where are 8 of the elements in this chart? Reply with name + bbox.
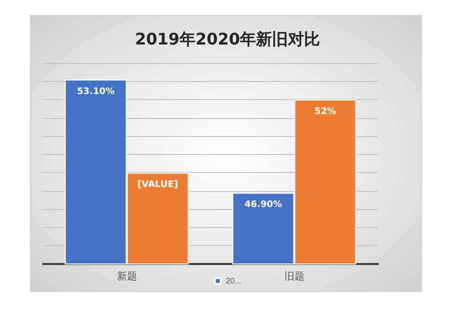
x-tick-label: 旧题 — [284, 270, 304, 282]
x-tick-label: 新题 — [116, 270, 137, 282]
legend-label: 20... — [226, 276, 242, 286]
data-label: 52% — [314, 107, 336, 118]
data-label: 53.10% — [77, 86, 115, 97]
chart-title: 2019年2020年新旧对比 — [134, 30, 320, 48]
data-label: 46.90% — [244, 200, 282, 210]
data-label: [VALUE] — [138, 180, 178, 190]
